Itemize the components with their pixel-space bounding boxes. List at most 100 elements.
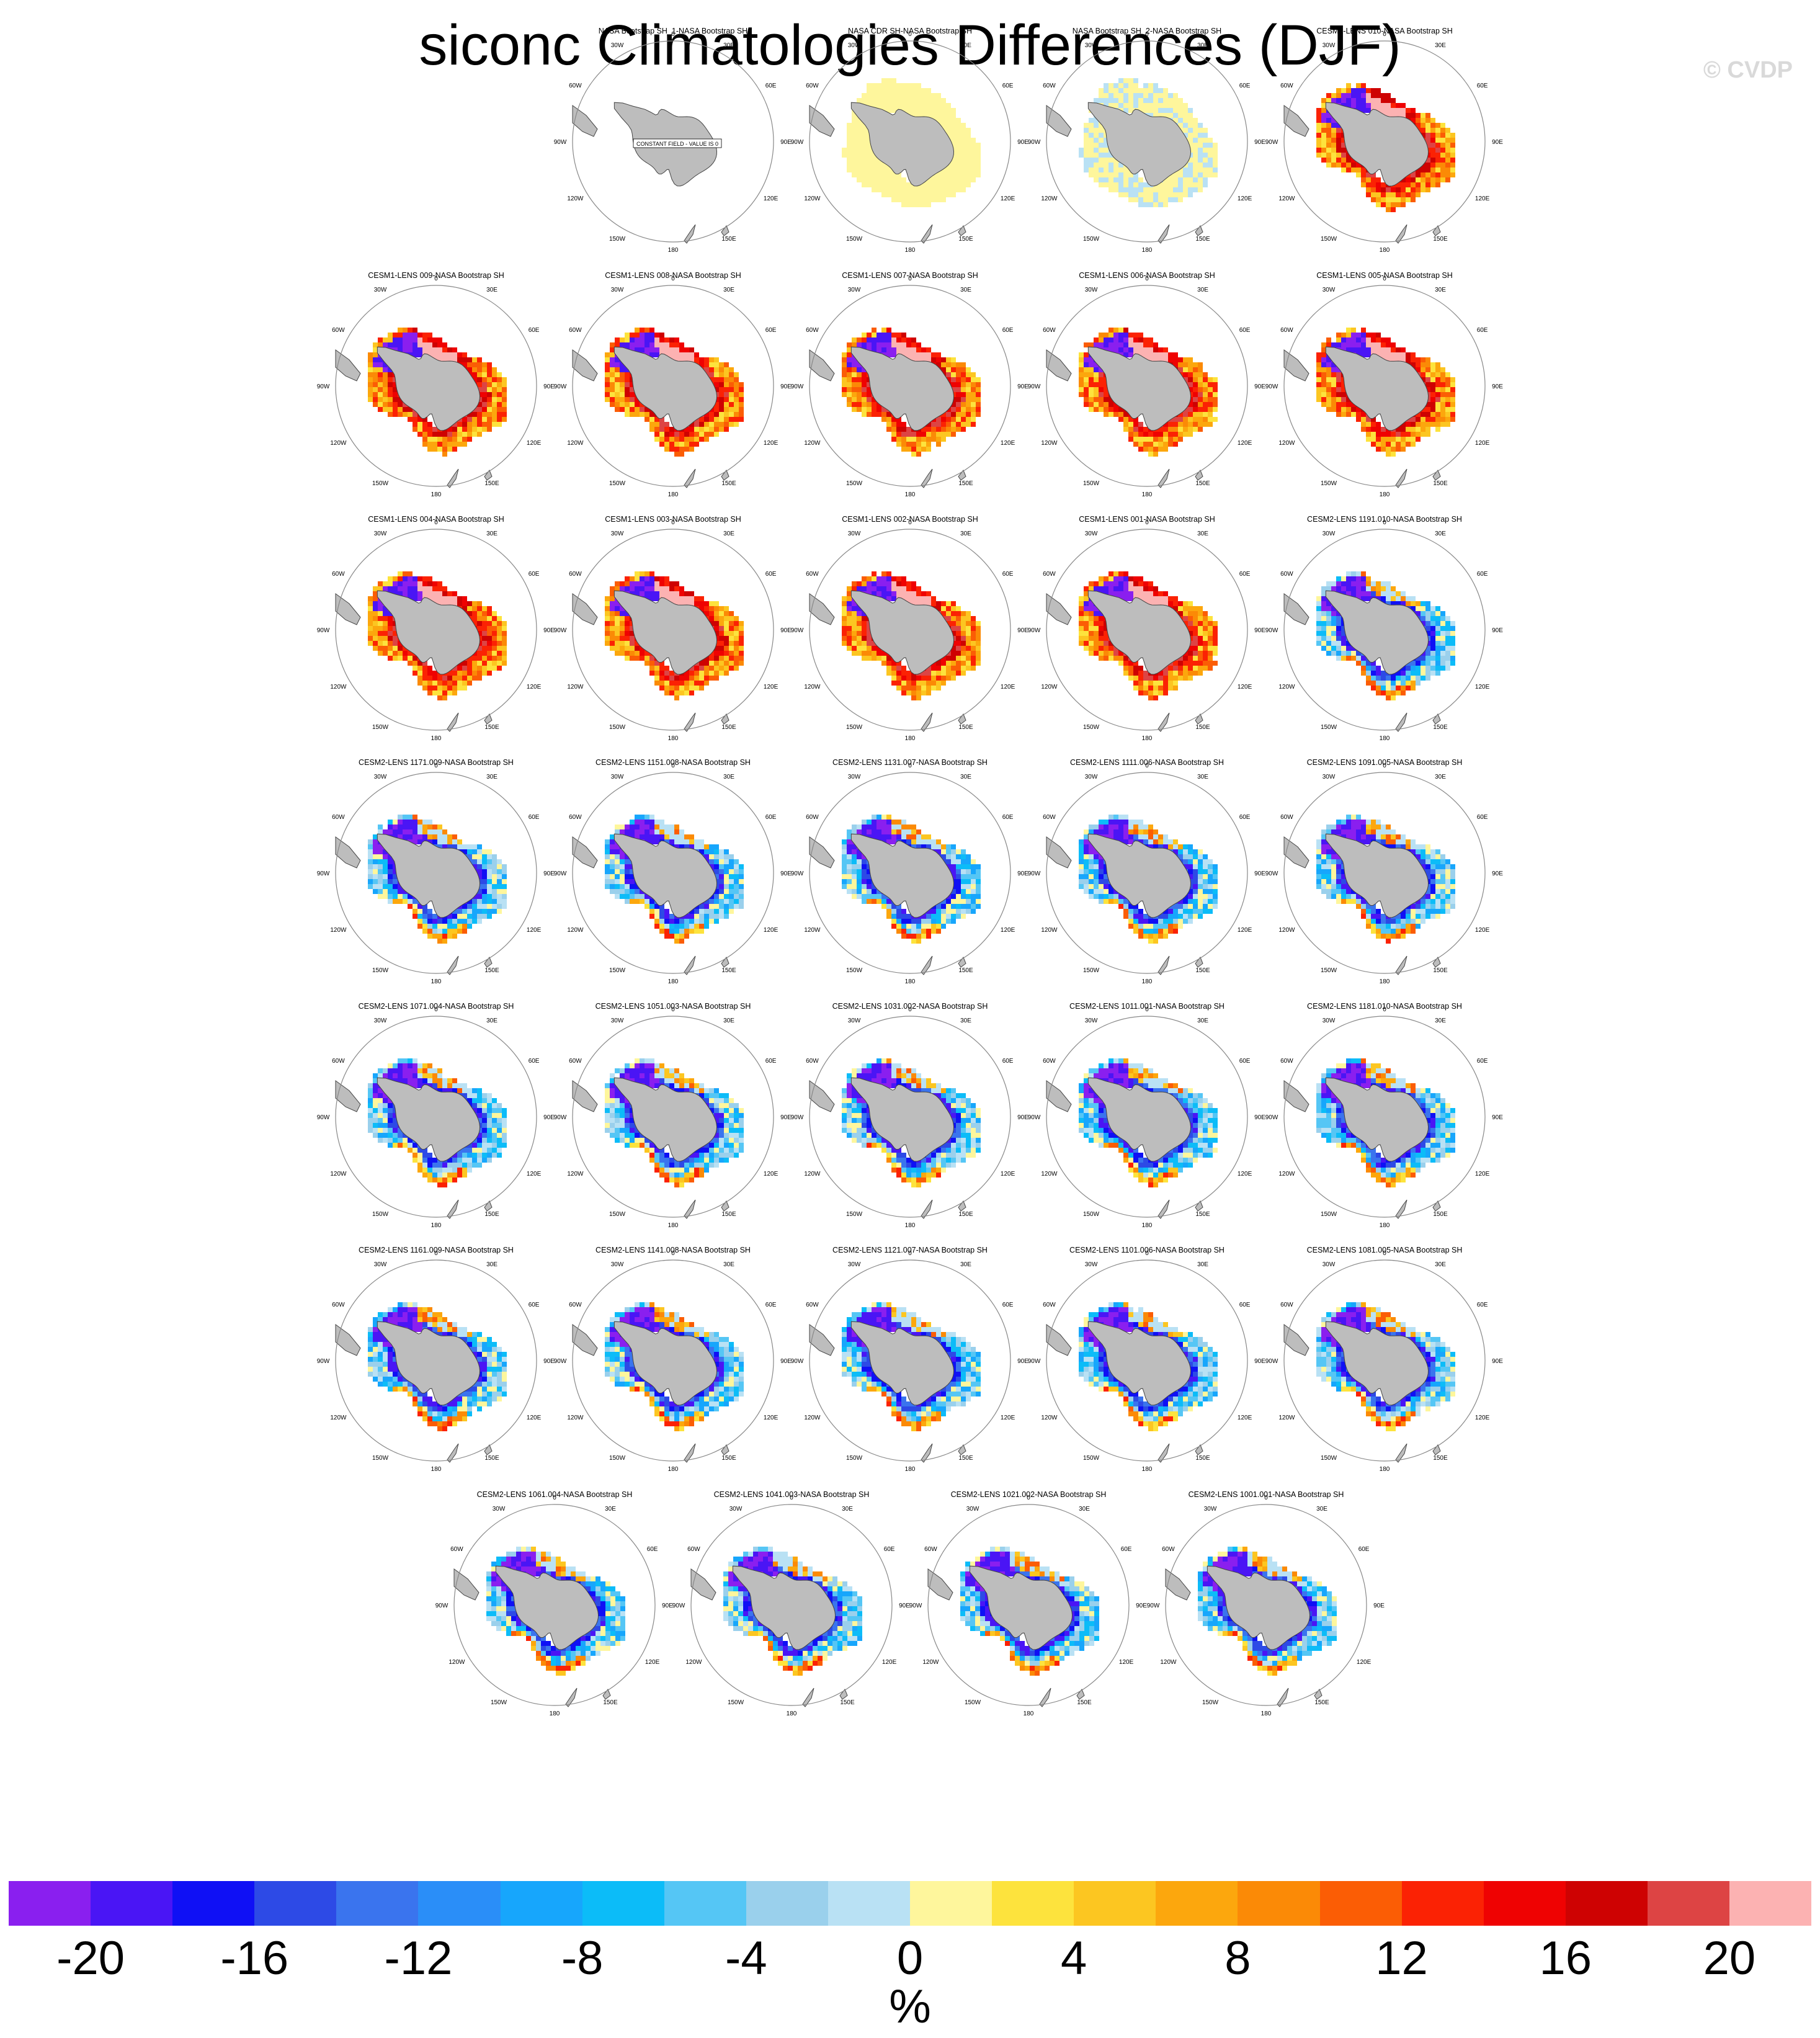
sea-ice-difference-cell (388, 616, 393, 621)
sea-ice-difference-cell (388, 874, 393, 879)
sea-ice-difference-cell (1094, 407, 1099, 412)
antarctica-landmass (850, 590, 955, 675)
antarctica-landmass (850, 102, 955, 187)
sea-ice-difference-cell (901, 93, 906, 98)
longitude-label: 120E (1001, 684, 1015, 691)
sea-ice-difference-cell (625, 616, 630, 621)
sea-ice-difference-cell (1153, 686, 1158, 691)
sea-ice-difference-cell (966, 646, 971, 651)
sea-ice-difference-cell (497, 646, 502, 651)
sea-ice-difference-cell (605, 631, 610, 636)
sea-ice-difference-cell (635, 581, 640, 586)
sea-ice-difference-cell (1148, 591, 1153, 596)
sea-ice-difference-cell (1411, 606, 1416, 611)
sea-ice-difference-cell (373, 879, 378, 884)
sea-ice-difference-cell (1445, 641, 1450, 646)
sea-ice-difference-cell (956, 118, 961, 123)
sea-ice-difference-cell (1208, 631, 1213, 636)
sea-ice-difference-cell (877, 656, 881, 661)
sea-ice-difference-cell (847, 402, 852, 407)
sea-ice-difference-cell (1425, 357, 1430, 362)
sea-ice-difference-cell (1381, 427, 1386, 432)
sea-ice-difference-cell (1406, 671, 1411, 676)
sea-ice-difference-cell (891, 596, 896, 601)
sea-ice-difference-cell (1173, 676, 1178, 681)
sea-ice-difference-cell (946, 108, 951, 113)
sea-ice-difference-cell (679, 347, 684, 352)
sea-ice-difference-cell (1133, 686, 1138, 691)
sea-ice-difference-cell (1123, 591, 1128, 596)
sea-ice-difference-cell (417, 581, 422, 586)
sea-ice-difference-cell (1445, 616, 1450, 621)
sea-ice-difference-cell (1430, 651, 1435, 656)
sea-ice-difference-cell (709, 367, 714, 372)
sea-ice-difference-cell (951, 357, 956, 362)
sea-ice-difference-cell (1326, 611, 1331, 616)
sea-ice-difference-cell (1138, 98, 1143, 103)
sea-ice-difference-cell (1356, 163, 1361, 168)
sea-ice-difference-cell (1341, 636, 1346, 641)
sea-ice-difference-cell (1351, 328, 1356, 333)
sea-ice-difference-cell (1321, 158, 1326, 163)
sea-ice-difference-cell (1421, 168, 1425, 172)
sea-ice-difference-cell (1158, 591, 1163, 596)
sea-ice-difference-cell (669, 442, 674, 447)
sea-ice-difference-cell (1158, 113, 1163, 118)
sea-ice-difference-cell (881, 177, 886, 182)
sea-ice-difference-cell (926, 596, 931, 601)
antarctica-landmass (1087, 102, 1192, 187)
sea-ice-difference-cell (704, 437, 709, 442)
longitude-label: 150E (958, 236, 973, 243)
sea-ice-difference-cell (1099, 581, 1104, 586)
sea-ice-difference-cell (1430, 172, 1435, 177)
sea-ice-difference-cell (1163, 437, 1168, 442)
sea-ice-difference-cell (1089, 362, 1094, 367)
sea-ice-difference-cell (383, 829, 388, 834)
sea-ice-difference-cell (867, 143, 872, 148)
sea-ice-difference-cell (1109, 412, 1113, 417)
sea-ice-difference-cell (739, 656, 744, 661)
sea-ice-difference-cell (1356, 407, 1361, 412)
sea-ice-difference-cell (941, 177, 946, 182)
sea-ice-difference-cell (1178, 103, 1183, 108)
sea-ice-difference-cell (956, 621, 961, 626)
sea-ice-difference-cell (911, 601, 916, 606)
sea-ice-difference-cell (620, 621, 625, 626)
sea-ice-difference-cell (872, 576, 877, 581)
sea-ice-difference-cell (684, 601, 689, 606)
sea-ice-difference-cell (941, 671, 946, 676)
sea-ice-difference-cell (896, 427, 901, 432)
longitude-label: 60E (1239, 571, 1251, 578)
sea-ice-difference-cell (1331, 123, 1336, 128)
sea-ice-difference-cell (635, 342, 640, 347)
sea-ice-difference-cell (408, 417, 413, 422)
sea-ice-difference-cell (1193, 661, 1198, 666)
sea-ice-difference-cell (857, 123, 862, 128)
sea-ice-difference-cell (625, 377, 630, 382)
longitude-label: 180 (668, 735, 679, 742)
sea-ice-difference-cell (842, 631, 847, 636)
longitude-label: 60E (1239, 83, 1251, 89)
sea-ice-difference-cell (1198, 671, 1203, 676)
sea-ice-difference-cell (625, 641, 630, 646)
sea-ice-difference-cell (620, 631, 625, 636)
sea-ice-difference-cell (645, 576, 649, 581)
sea-ice-difference-cell (1123, 78, 1128, 83)
sea-ice-difference-cell (388, 651, 393, 656)
sea-ice-difference-cell (976, 641, 981, 646)
map-boundary-circle (335, 529, 537, 731)
sea-ice-difference-cell (1386, 437, 1391, 442)
sea-ice-difference-cell (393, 402, 398, 407)
sea-ice-difference-cell (413, 576, 417, 581)
sea-ice-difference-cell (398, 646, 403, 651)
sea-ice-difference-cell (719, 621, 724, 626)
sea-ice-difference-cell (1198, 377, 1203, 382)
sea-ice-difference-cell (368, 621, 373, 626)
sea-ice-difference-cell (393, 392, 398, 397)
sea-ice-difference-cell (1321, 611, 1326, 616)
sea-ice-difference-cell (1109, 397, 1113, 402)
sea-ice-difference-cell (388, 626, 393, 631)
sea-ice-difference-cell (1128, 347, 1133, 352)
sea-ice-difference-cell (881, 342, 886, 347)
sea-ice-difference-cell (1188, 621, 1193, 626)
